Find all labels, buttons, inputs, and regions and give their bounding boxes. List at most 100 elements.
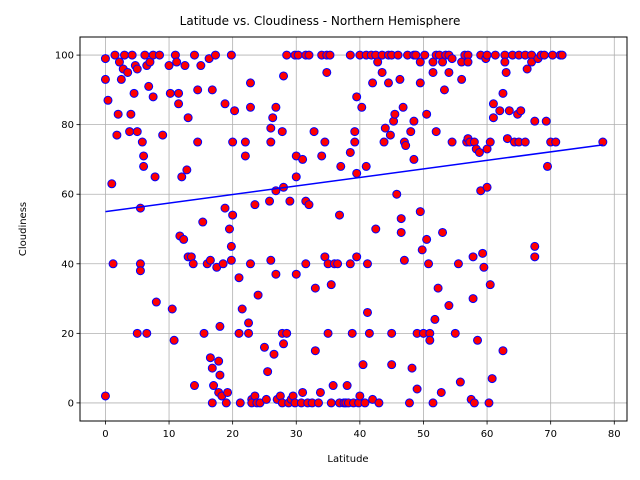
data-point — [224, 224, 234, 234]
data-point — [150, 172, 160, 182]
data-point — [180, 61, 190, 71]
data-point — [218, 259, 228, 269]
data-point — [177, 172, 187, 182]
data-point — [438, 227, 448, 237]
x-tick-label: 10 — [163, 429, 176, 440]
data-point — [139, 161, 149, 171]
data-point — [183, 113, 193, 123]
data-point — [342, 381, 352, 391]
data-point — [325, 50, 335, 60]
data-point — [132, 127, 142, 137]
data-point — [304, 50, 314, 60]
data-point — [113, 109, 123, 119]
data-point — [226, 255, 236, 265]
regression-line-group — [105, 144, 603, 213]
data-point — [282, 50, 292, 60]
data-point — [179, 234, 189, 244]
x-tick-label: 0 — [102, 429, 108, 440]
data-point — [411, 50, 421, 60]
y-tick-label: 40 — [61, 259, 74, 270]
data-point — [430, 314, 440, 324]
data-point — [542, 161, 552, 171]
data-point — [374, 398, 384, 408]
data-point — [144, 81, 154, 91]
data-point — [230, 106, 240, 116]
data-point — [266, 255, 276, 265]
data-point — [167, 304, 177, 314]
data-point — [396, 227, 406, 237]
data-point — [439, 85, 449, 95]
data-point — [362, 307, 372, 317]
x-tick-label: 60 — [481, 429, 494, 440]
data-point — [164, 61, 174, 71]
data-point — [335, 210, 345, 220]
data-point — [336, 161, 346, 171]
data-point — [328, 381, 338, 391]
data-point — [210, 50, 220, 60]
data-point — [282, 328, 292, 338]
data-point — [352, 92, 362, 102]
data-point — [474, 147, 484, 157]
data-point — [358, 360, 368, 370]
data-point — [371, 224, 381, 234]
data-point — [463, 57, 473, 67]
data-point — [447, 137, 457, 147]
data-point — [125, 127, 135, 137]
data-point — [502, 134, 512, 144]
x-tick-label: 70 — [544, 429, 557, 440]
data-point — [158, 130, 168, 140]
data-point — [392, 189, 402, 199]
data-point — [235, 398, 245, 408]
data-point — [139, 151, 149, 161]
data-point — [433, 283, 443, 293]
data-point — [193, 137, 203, 147]
data-point — [385, 130, 395, 140]
data-point — [383, 78, 393, 88]
data-point — [355, 391, 365, 401]
data-point — [500, 57, 510, 67]
data-point — [498, 346, 508, 356]
data-point — [444, 301, 454, 311]
data-point — [310, 346, 320, 356]
data-point — [135, 203, 145, 213]
data-point — [103, 95, 113, 105]
data-point — [362, 259, 372, 269]
data-point — [357, 102, 367, 112]
data-point — [490, 50, 500, 60]
data-point — [253, 290, 263, 300]
data-point — [407, 363, 417, 373]
data-point — [250, 200, 260, 210]
data-point — [322, 67, 332, 77]
data-point — [379, 137, 389, 147]
data-point — [447, 54, 457, 64]
data-point — [196, 61, 206, 71]
data-point — [450, 328, 460, 338]
data-point — [404, 398, 414, 408]
y-tick-label: 80 — [61, 120, 74, 131]
data-point — [298, 387, 308, 397]
data-point — [479, 262, 489, 272]
data-point — [226, 241, 236, 251]
data-point — [148, 92, 158, 102]
data-point — [245, 78, 255, 88]
data-point — [352, 168, 362, 178]
data-point — [100, 54, 110, 64]
data-point — [482, 182, 492, 192]
data-point — [120, 50, 130, 60]
data-point — [539, 50, 549, 60]
y-axis-label: Cloudiness — [18, 202, 29, 256]
data-point — [415, 207, 425, 217]
data-point — [265, 196, 275, 206]
data-point — [114, 57, 124, 67]
data-point — [309, 127, 319, 137]
data-point — [285, 196, 295, 206]
data-point — [350, 127, 360, 137]
data-point — [333, 259, 343, 269]
y-tick-label: 20 — [61, 329, 74, 340]
data-point — [209, 381, 219, 391]
y-tick-label: 0 — [68, 398, 74, 409]
data-point — [347, 328, 357, 338]
data-point — [135, 266, 145, 276]
data-point — [263, 367, 273, 377]
